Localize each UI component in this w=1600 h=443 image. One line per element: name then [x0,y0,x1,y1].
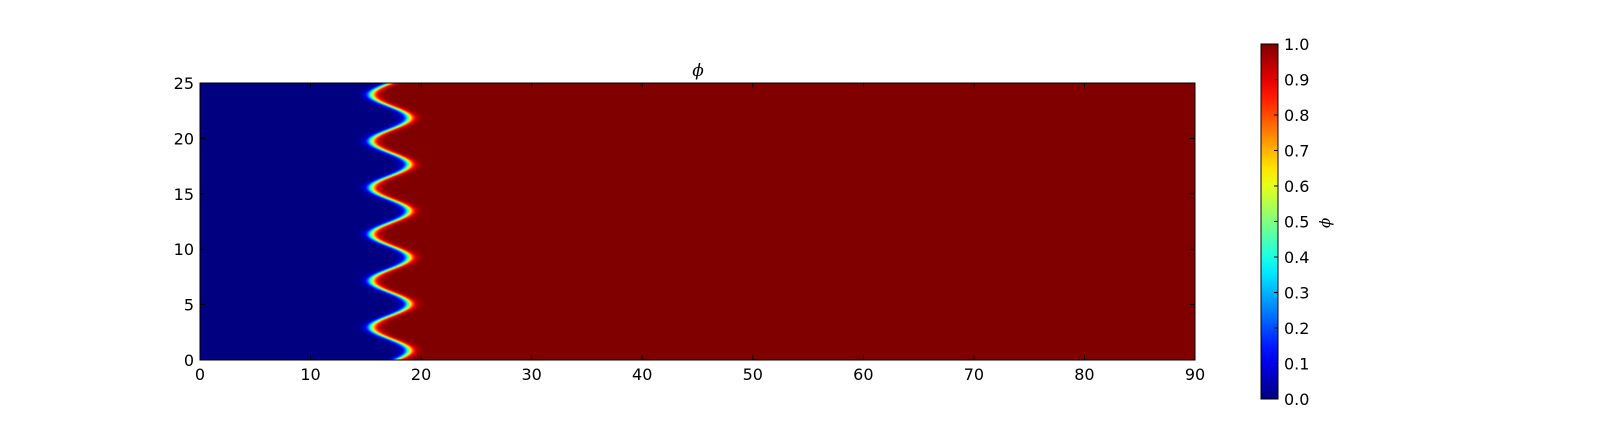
x-tick-label: 50 [743,365,763,384]
colorbar-tick-label: 0.5 [1284,213,1309,232]
y-tick-label: 20 [174,129,194,148]
x-tick-label: 10 [300,365,320,384]
colorbar-tick-label: 0.4 [1284,248,1309,267]
colorbar-tick-label: 1.0 [1284,35,1309,54]
x-tick-label: 30 [521,365,541,384]
colorbar-tick-label: 0.1 [1284,355,1309,374]
y-tick-label: 15 [174,185,194,204]
x-tick-label: 90 [1185,365,1205,384]
colorbar-tick-label: 0.9 [1284,71,1309,90]
x-axis: 0 10 20 30 40 50 60 70 80 90 [195,83,1205,384]
plot-frame [199,82,1196,361]
heatmap [200,83,1195,360]
x-tick-label: 60 [853,365,873,384]
colorbar: 0.0 0.1 0.2 0.3 0.4 0.5 0.6 0.7 0.8 0.9 1.0 [1260,35,1309,409]
y-tick-label: 0 [184,351,194,370]
chart-title: ϕ [692,61,704,81]
colorbar-tick-label: 0.7 [1284,142,1309,161]
colorbar-tick-label: 0.2 [1284,319,1309,338]
heatmap-image [200,83,1195,360]
colorbar-label: ϕ [1318,218,1336,228]
x-tick-label: 70 [964,365,984,384]
x-tick-label: 80 [1074,365,1094,384]
x-tick-label: 0 [195,365,205,384]
x-tick-label: 40 [632,365,652,384]
y-tick-label: 5 [184,296,194,315]
colorbar-tick-label: 0.3 [1284,284,1309,303]
colorbar-tick-label: 0.0 [1284,390,1309,409]
colorbar-tick-label: 0.8 [1284,106,1309,125]
colorbar-tick-label: 0.6 [1284,177,1309,196]
y-tick-label: 10 [174,240,194,259]
y-tick-label: 25 [174,74,194,93]
y-axis: 0 5 10 15 20 25 [174,74,1195,370]
x-tick-label: 20 [411,365,431,384]
